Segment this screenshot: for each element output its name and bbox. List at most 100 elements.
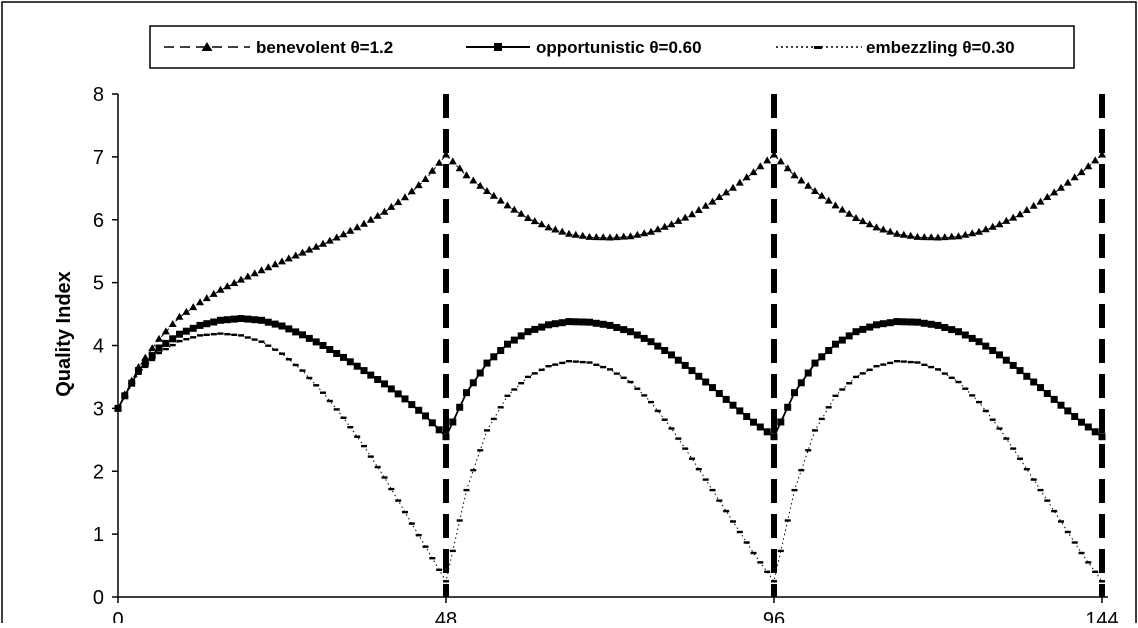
data-point [866,368,873,371]
data-point [600,365,607,369]
data-point [346,226,355,234]
data-point [394,198,403,206]
data-point [182,327,190,335]
data-point [202,294,211,302]
data-point [1085,561,1092,564]
data-point [428,419,436,427]
data-point [668,427,675,430]
data-point [668,351,675,359]
data-point [736,530,743,534]
data-point [518,382,525,385]
data-point [1003,437,1010,440]
data-point [736,407,744,415]
data-point [1070,173,1079,181]
data-point [962,387,969,390]
data-point [271,260,280,268]
data-point [284,254,293,262]
data-point [585,232,594,240]
data-point [332,233,341,241]
data-point [873,321,880,329]
data-point [407,187,416,195]
data-point [401,193,409,201]
data-point [408,522,415,525]
x-tick-label: 0 [112,609,123,623]
data-point [415,406,423,414]
data-point [941,372,948,375]
data-point [1092,570,1099,573]
data-point [879,320,887,328]
data-point [1023,468,1030,471]
data-point [695,468,702,471]
data-point [783,164,792,172]
data-point [743,541,750,544]
data-point [387,385,395,393]
data-point [339,230,348,238]
data-point [291,251,300,259]
data-point [258,316,265,324]
legend-item-benevolent: benevolent θ=1.2 [164,38,393,57]
legend: benevolent θ=1.2 opportunistic θ=0.60 em… [149,25,1075,69]
data-point [189,303,198,311]
data-point [320,391,326,394]
data-point [135,367,142,375]
data-point [558,227,567,235]
data-point [674,216,683,224]
data-point [183,338,190,341]
data-point [148,352,156,360]
data-point [231,333,238,336]
data-point [162,347,169,351]
data-point [899,230,908,238]
data-point [948,376,955,379]
data-point [141,353,150,361]
data-point [463,389,470,397]
data-point [653,225,662,233]
data-point [620,326,628,334]
data-point [1064,530,1071,534]
data-point [1071,541,1078,544]
data-point [210,318,218,326]
data-point [839,388,846,391]
data-point [592,319,600,327]
data-point [306,376,313,380]
data-point [776,157,785,165]
data-point [312,338,320,346]
data-point [1022,206,1031,213]
data-point [961,230,970,238]
y-tick-label: 3 [93,398,104,420]
data-point [749,168,758,176]
data-point [216,285,225,293]
data-point [812,429,818,432]
data-point [947,232,956,240]
data-point [729,401,737,409]
data-point [244,315,252,323]
data-point [456,519,463,522]
data-point [914,318,921,326]
data-point [237,275,245,283]
data-point [456,403,464,411]
data-point [559,361,566,365]
data-point [627,380,634,384]
data-point [606,233,614,241]
data-point [661,418,668,421]
data-point [729,183,737,191]
data-point [155,344,163,352]
data-point [1009,361,1017,369]
data-point [421,175,430,182]
data-point [763,428,771,436]
data-point [264,263,273,271]
data-point [360,219,368,227]
legend-box [149,25,1075,69]
data-point [702,378,710,386]
data-point [489,191,498,199]
data-point [715,193,724,200]
data-point [811,187,819,194]
data-point [156,351,162,355]
data-point [756,423,764,431]
data-point [1050,395,1058,403]
y-axis-title: Quality Index [53,271,75,397]
data-point [852,328,860,336]
data-point [1029,201,1038,209]
data-point [1030,478,1037,481]
data-point [197,334,203,337]
data-point [305,334,313,342]
